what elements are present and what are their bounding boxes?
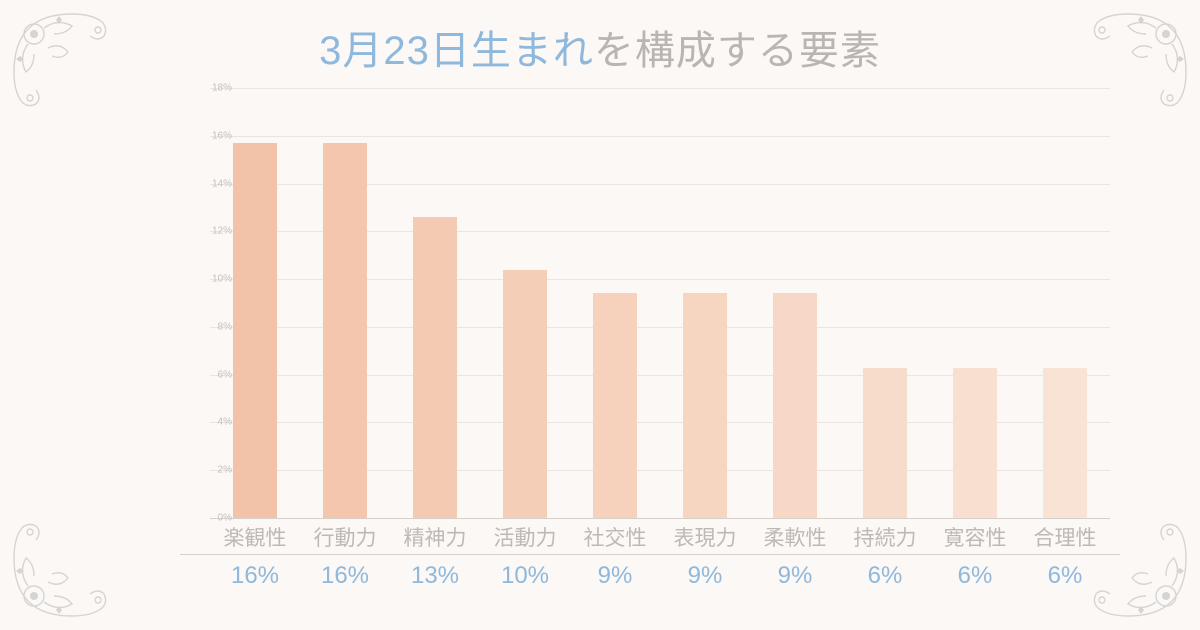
bar (503, 270, 547, 518)
title-accent: 3月23日生まれ (319, 29, 594, 73)
category-name: 行動力 (300, 522, 390, 552)
x-axis-separator (180, 554, 1120, 555)
bar (953, 368, 997, 519)
category-name: 精神力 (390, 522, 480, 552)
category-name: 活動力 (480, 522, 570, 552)
category-percentage: 10% (480, 562, 570, 590)
category-name: 合理性 (1020, 522, 1110, 552)
bar (593, 293, 637, 518)
x-axis-labels: 楽観性行動力精神力活動力社交性表現力柔軟性持続力寛容性合理性 (210, 522, 1110, 552)
bar-chart: 0%2%4%6%8%10%12%14%16%18% (180, 88, 1110, 518)
category-name: 楽観性 (210, 522, 300, 552)
category-name: 社交性 (570, 522, 660, 552)
category-percentage: 13% (390, 562, 480, 590)
category-percentage: 6% (930, 562, 1020, 590)
bar-slot (1020, 88, 1110, 518)
bar-slot (390, 88, 480, 518)
ornament-bottom-left (8, 502, 128, 622)
x-label: 活動力 (480, 522, 570, 552)
bar (233, 143, 277, 518)
bar (683, 293, 727, 518)
x-label: 持続力 (840, 522, 930, 552)
category-percentage: 9% (660, 562, 750, 590)
x-label: 社交性 (570, 522, 660, 552)
plot-area: 0%2%4%6%8%10%12%14%16%18% (210, 88, 1110, 518)
bar (323, 143, 367, 518)
x-label: 精神力 (390, 522, 480, 552)
bar-slot (570, 88, 660, 518)
bar-slot (300, 88, 390, 518)
bar (1043, 368, 1087, 519)
category-percentage: 6% (1020, 562, 1110, 590)
bar-slot (210, 88, 300, 518)
category-name: 寛容性 (930, 522, 1020, 552)
bar-slot (480, 88, 570, 518)
category-name: 持続力 (840, 522, 930, 552)
category-name: 表現力 (660, 522, 750, 552)
x-label: 楽観性 (210, 522, 300, 552)
category-percentage: 16% (300, 562, 390, 590)
category-percentage: 9% (750, 562, 840, 590)
page-title: 3月23日生まれを構成する要素 (0, 18, 1200, 76)
category-percentage: 6% (840, 562, 930, 590)
bar-slot (660, 88, 750, 518)
bar-slot (840, 88, 930, 518)
bar-slot (930, 88, 1020, 518)
x-label: 柔軟性 (750, 522, 840, 552)
category-percentage: 9% (570, 562, 660, 590)
category-name: 柔軟性 (750, 522, 840, 552)
x-label: 行動力 (300, 522, 390, 552)
bars-container (210, 88, 1110, 518)
bar (863, 368, 907, 519)
title-rest: を構成する要素 (594, 29, 881, 73)
bar (413, 217, 457, 518)
bar (773, 293, 817, 518)
category-percentage: 16% (210, 562, 300, 590)
x-label: 合理性 (1020, 522, 1110, 552)
x-label: 表現力 (660, 522, 750, 552)
bar-slot (750, 88, 840, 518)
x-label: 寛容性 (930, 522, 1020, 552)
x-axis-percentages: 16%16%13%10%9%9%9%6%6%6% (210, 562, 1110, 590)
gridline (210, 518, 1110, 519)
